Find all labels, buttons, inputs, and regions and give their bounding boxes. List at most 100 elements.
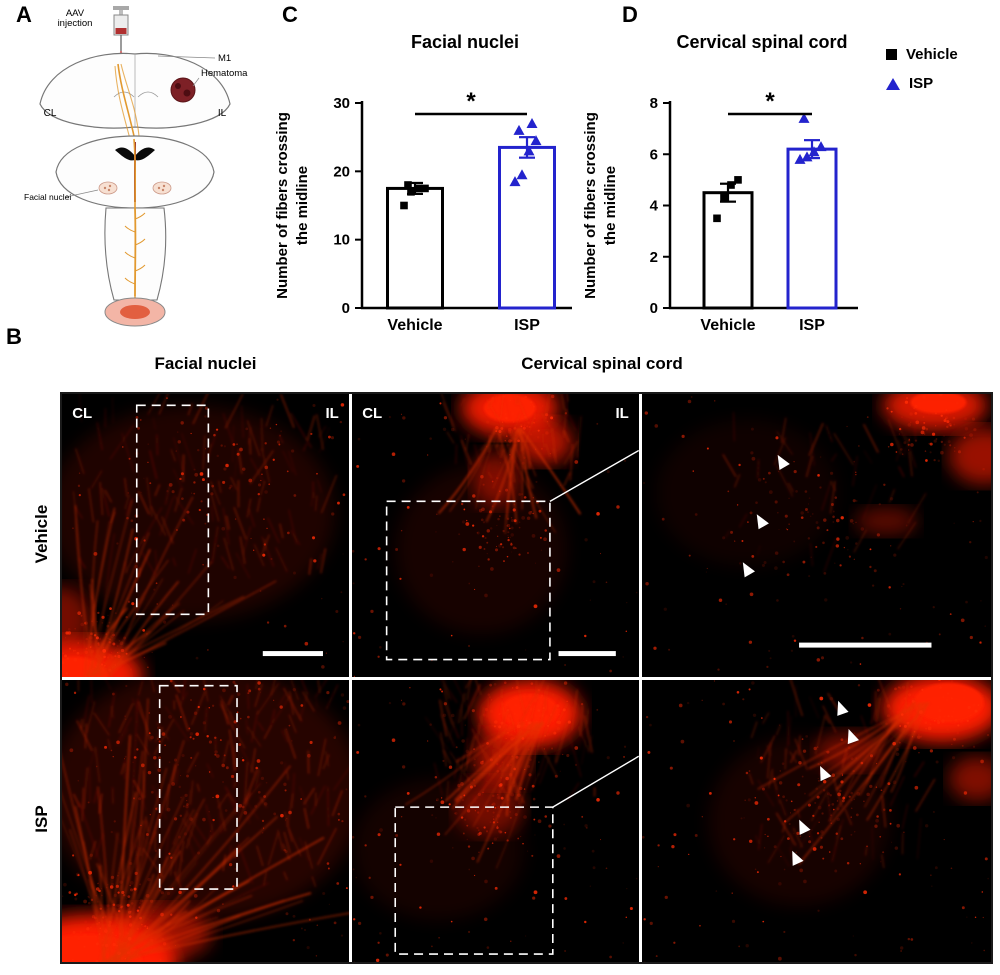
hematoma-spot [183,89,191,97]
roi-dashed-box [135,404,210,616]
significance-asterisk: * [466,88,476,115]
descending-fiber [124,138,146,307]
chart-facial-nuclei: 0 10 20 30 Facial nuclei Number of fibers cro… [274,32,572,334]
chart-title: Facial nuclei [411,32,519,52]
m1-leader-line [157,55,216,59]
micrograph-cervical-vehicle: CL IL [352,394,639,677]
arrowhead-icon [756,514,769,530]
y-tick-label: 8 [650,95,658,112]
aav-injection-label: AAV [66,8,85,19]
bar-vehicle [386,186,444,310]
micrograph-facial-nuclei-isp [62,679,349,962]
y-tick-label: 4 [650,198,659,215]
micrograph-cervical-isp-inset [642,679,991,962]
ventricle-outline [137,91,159,98]
corner-label-cl: CL [362,405,382,422]
data-point-square [407,188,415,196]
data-point-square [727,181,735,189]
inset-connector-line [549,449,639,502]
micrograph-cervical-vehicle-inset [642,394,991,677]
panel-label-a: A [16,2,32,27]
arrowhead-icon [820,765,832,781]
data-point-square [404,181,412,189]
panel-label-d: D [622,2,638,27]
data-point-triangle [516,169,528,180]
corner-label-cl: CL [72,405,92,422]
legend-item-isp: ISP [886,75,958,92]
isp-triangle-marker-icon [886,77,900,90]
data-point-square [421,184,429,193]
y-axis-label: Number of fibers crossing [582,112,599,299]
data-point-triangle [801,151,813,162]
micrograph-facial-nuclei-vehicle: CL IL [62,394,349,677]
injection-schematic: AAV injection M1 Hematoma CL IL Facial n… [24,6,248,327]
arrowhead-icon [792,850,804,866]
scale-bar [799,642,932,648]
data-point-square [400,201,408,210]
data-point-triangle [530,135,542,146]
micrograph-art [352,679,639,962]
aav-syringe-icon [113,6,129,65]
y-tick-label: 0 [342,300,350,317]
x-category-label: ISP [514,317,540,334]
fourth-ventricle [115,147,155,161]
panel-label-b: B [6,324,22,349]
bar-vehicle [702,191,754,310]
data-point-triangle [808,146,820,157]
chart-title: Cervical spinal cord [676,32,847,52]
panel-label-c: C [282,2,298,27]
x-category-label: Vehicle [700,317,755,334]
arrowhead-icon [799,819,811,835]
y-axis-label: Number of fibers crossing [274,112,291,299]
roi-dashed-box [158,684,238,890]
micrograph-art: CL IL [62,394,346,677]
il-label: IL [218,108,227,119]
data-point-triangle [509,176,521,187]
arrowhead-icon [847,728,860,744]
vehicle-square-marker-icon [886,49,897,60]
data-point-square [414,184,422,193]
data-point-triangle [513,124,525,135]
y-tick-label: 20 [333,163,350,180]
y-tick-label: 30 [333,95,350,112]
row-label-isp: ISP [32,805,51,833]
data-point-triangle [798,112,810,123]
facial-nucleus-left [98,181,118,195]
arrowhead-icon [742,562,756,578]
cord-gray-matter [120,305,150,319]
hematoma-blob [170,77,196,103]
row-label-vehicle: Vehicle [32,504,51,564]
facial-nuclei-leader-line [65,189,99,198]
x-category-label: Vehicle [387,317,442,334]
roi-dashed-box [394,805,554,955]
chart-cervical-spinal-cord: 0 2 4 6 8 Cervical spinal cord Number of fiber… [582,32,858,334]
micrograph-cervical-isp [352,679,639,962]
corner-label-il: IL [325,405,338,422]
arrowhead-icon [837,700,849,716]
micrograph-art: CL IL [352,394,639,677]
micrograph-art [62,679,349,962]
significance-asterisk: * [765,88,775,115]
y-tick-label: 10 [333,232,350,249]
cst-fibers [114,63,140,140]
legend-item-vehicle: Vehicle [886,46,958,63]
y-axis-label: the midline [294,166,311,245]
hematoma-spot [175,83,181,89]
hematoma-leader-line [192,77,200,87]
bar-isp [786,147,838,310]
roi-dashed-box [385,500,551,661]
y-tick-label: 0 [650,300,658,317]
heading-facial-nuclei: Facial nuclei [154,354,257,373]
y-axis-label: the midline [602,166,619,245]
data-point-square [713,214,721,223]
data-point-square [734,176,742,184]
facial-nucleus-right [152,181,172,195]
data-point-square [720,194,728,202]
legend-isp-label: ISP [909,75,934,92]
bar-isp [498,145,556,310]
micrograph-art [642,679,991,962]
arrowhead-icon [777,454,790,470]
x-category-label: ISP [799,317,825,334]
heading-cervical-spinal-cord: Cervical spinal cord [521,354,683,373]
